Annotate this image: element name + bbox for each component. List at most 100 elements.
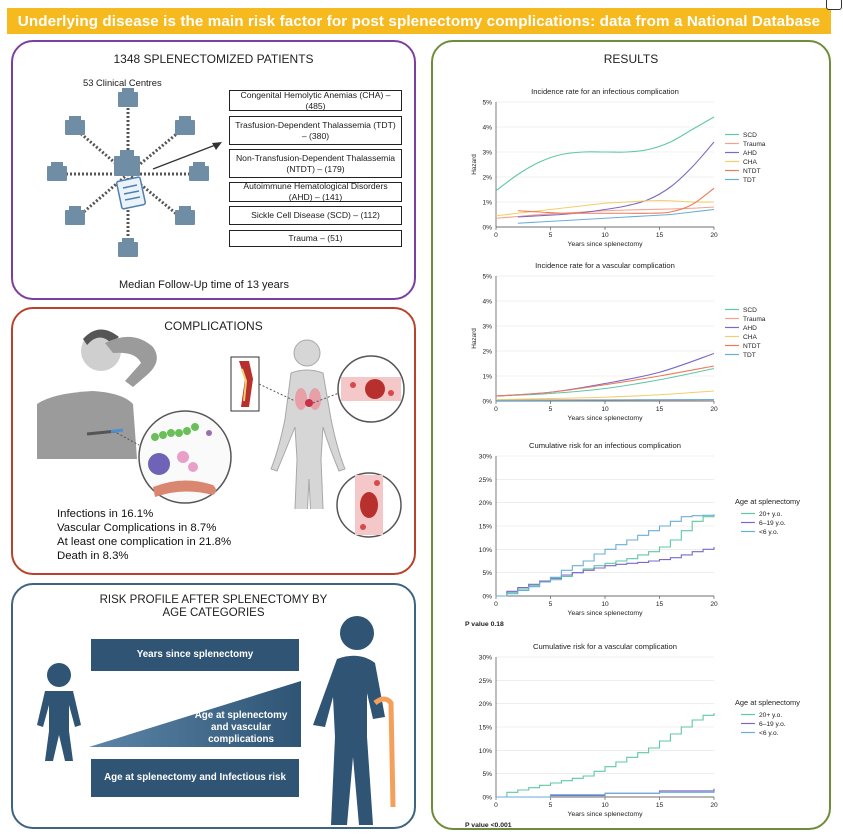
y-tick-label: 30% — [479, 655, 492, 662]
stat-vascular: Vascular Complications in 8.7% — [57, 522, 217, 534]
legend-label: AHD — [743, 325, 757, 332]
cane-icon — [373, 696, 396, 808]
p-value-label: P value 0.18 — [465, 621, 504, 626]
y-tick-label: 5% — [482, 274, 492, 281]
complication-stats: Infections in 16.1% Vascular Complicatio… — [57, 507, 231, 563]
stat-any-complication: At least one complication in 21.8% — [57, 536, 232, 548]
x-tick-label: 10 — [601, 601, 609, 608]
wedge-label: Age at splenectomy and vascular complica… — [183, 710, 299, 745]
y-tick-label: 10% — [479, 748, 492, 755]
banner-title: Underlying disease is the main risk fact… — [7, 8, 831, 34]
elderly-person-icon — [313, 616, 396, 825]
x-tick-label: 5 — [549, 802, 553, 809]
legend-label: CHA — [743, 334, 758, 341]
chart-title: Cumulative risk for an infectious compli… — [529, 441, 681, 450]
bar-infectious-risk: Age at splenectomy and Infectious risk — [91, 759, 299, 797]
complications-title: COMPLICATIONS — [164, 319, 263, 333]
x-tick-label: 5 — [549, 232, 553, 239]
wedge-age-vascular — [89, 681, 301, 747]
disease-box-trauma: Trauma – (51) — [229, 230, 402, 247]
chart-title: Incidence rate for an infectious complic… — [531, 87, 679, 96]
y-tick-label: 3% — [482, 150, 492, 157]
x-tick-label: 5 — [549, 601, 553, 608]
x-tick-label: 0 — [494, 601, 498, 608]
x-tick-label: 20 — [710, 232, 718, 239]
x-tick-label: 0 — [494, 232, 498, 239]
series-line--6-y-o- — [496, 514, 715, 597]
legend-label: 20+ y.o. — [759, 712, 782, 719]
lungs-icon — [295, 388, 321, 410]
legend-label: <6 y.o. — [759, 730, 779, 737]
chart-vascular-incidence: Incidence rate for a vascular complicati… — [471, 261, 766, 422]
risk-title-line2: AGE CATEGORIES — [162, 607, 265, 619]
legend-label: <6 y.o. — [759, 529, 779, 536]
results-panel: RESULTS Incidence rate for an infectious… — [431, 40, 831, 830]
y-tick-label: 1% — [482, 374, 492, 381]
series-line-20-y-o- — [496, 713, 715, 798]
series-line-ntdt — [495, 365, 715, 397]
x-tick-label: 10 — [601, 232, 609, 239]
disease-box-ntdt: Non-Transfusion-Dependent Thalassemia (N… — [229, 149, 402, 178]
x-tick-label: 0 — [494, 406, 498, 413]
chart-title: Incidence rate for a vascular complicati… — [535, 261, 675, 270]
y-tick-label: 4% — [482, 125, 492, 132]
y-tick-label: 3% — [482, 324, 492, 331]
blood-clot-icon — [337, 355, 405, 423]
x-axis-label: Years since splenectomy — [568, 811, 644, 818]
x-tick-label: 0 — [494, 802, 498, 809]
x-tick-label: 10 — [601, 406, 609, 413]
chart-infectious-incidence: Incidence rate for an infectious complic… — [471, 87, 766, 248]
disease-box-tdt: Trasfusion-Dependent Thalassemia (TDT) –… — [229, 116, 402, 145]
y-tick-label: 0% — [482, 399, 492, 406]
clipboard-icon — [115, 176, 147, 210]
thermometer-icon — [86, 428, 124, 436]
y-tick-label: 2% — [482, 349, 492, 356]
series-line-tdt — [517, 208, 715, 224]
series-line-ntdt — [517, 187, 715, 214]
y-tick-label: 20% — [479, 500, 492, 507]
wedge-label-line2: and vascular complications — [208, 722, 274, 745]
series-line-trauma — [495, 206, 715, 219]
centres-label: 53 Clinical Centres — [83, 77, 162, 88]
y-tick-label: 30% — [479, 454, 492, 461]
y-tick-label: 4% — [482, 299, 492, 306]
legend-label: 6–19 y.o. — [759, 520, 786, 527]
legend-label: TDT — [743, 352, 756, 359]
series-line-ahd — [495, 352, 715, 397]
series-line-ahd — [517, 141, 715, 218]
artery-icon — [230, 356, 260, 412]
x-tick-label: 20 — [710, 601, 718, 608]
disease-box-cha: Congenital Hemolytic Anemias (CHA) – (48… — [229, 90, 402, 111]
y-axis-label: Hazard — [471, 328, 478, 349]
arrow-icon — [152, 142, 222, 170]
germs-icon — [138, 410, 232, 504]
y-tick-label: 5% — [482, 100, 492, 107]
thrombosis-icon — [336, 472, 402, 538]
wedge-label-line1: Age at splenectomy — [194, 710, 288, 721]
window-corner-icon[interactable] — [826, 0, 842, 10]
y-tick-label: 15% — [479, 524, 492, 531]
legend-label: Trauma — [743, 316, 766, 323]
y-tick-label: 1% — [482, 200, 492, 207]
legend-label: AHD — [743, 150, 757, 157]
clinical-centres-diagram — [47, 88, 209, 257]
y-axis-label: Hazard — [471, 154, 478, 175]
chart-title: Cumulative risk for a vascular complicat… — [533, 642, 677, 651]
series-line--6-y-o- — [496, 791, 715, 798]
chart-vascular-cumulative: Cumulative risk for a vascular complicat… — [465, 642, 800, 827]
followup-label: Median Follow-Up time of 13 years — [119, 279, 289, 291]
x-tick-label: 15 — [656, 802, 664, 809]
x-tick-label: 20 — [710, 802, 718, 809]
hospital-icons — [47, 88, 209, 257]
x-tick-label: 5 — [549, 406, 553, 413]
legend-label: SCD — [743, 307, 757, 314]
y-tick-label: 15% — [479, 725, 492, 732]
patients-panel: 1348 SPLENECTOMIZED PATIENTS 53 Clinical… — [11, 40, 416, 300]
complications-panel: COMPLICATIONS — [11, 307, 416, 575]
series-line-scd — [495, 367, 715, 397]
y-tick-label: 20% — [479, 701, 492, 708]
legend-title: Age at splenectomy — [735, 698, 800, 707]
x-axis-label: Years since splenectomy — [568, 415, 644, 422]
chart-infectious-cumulative: Cumulative risk for an infectious compli… — [465, 441, 800, 626]
legend-label: Trauma — [743, 141, 766, 148]
